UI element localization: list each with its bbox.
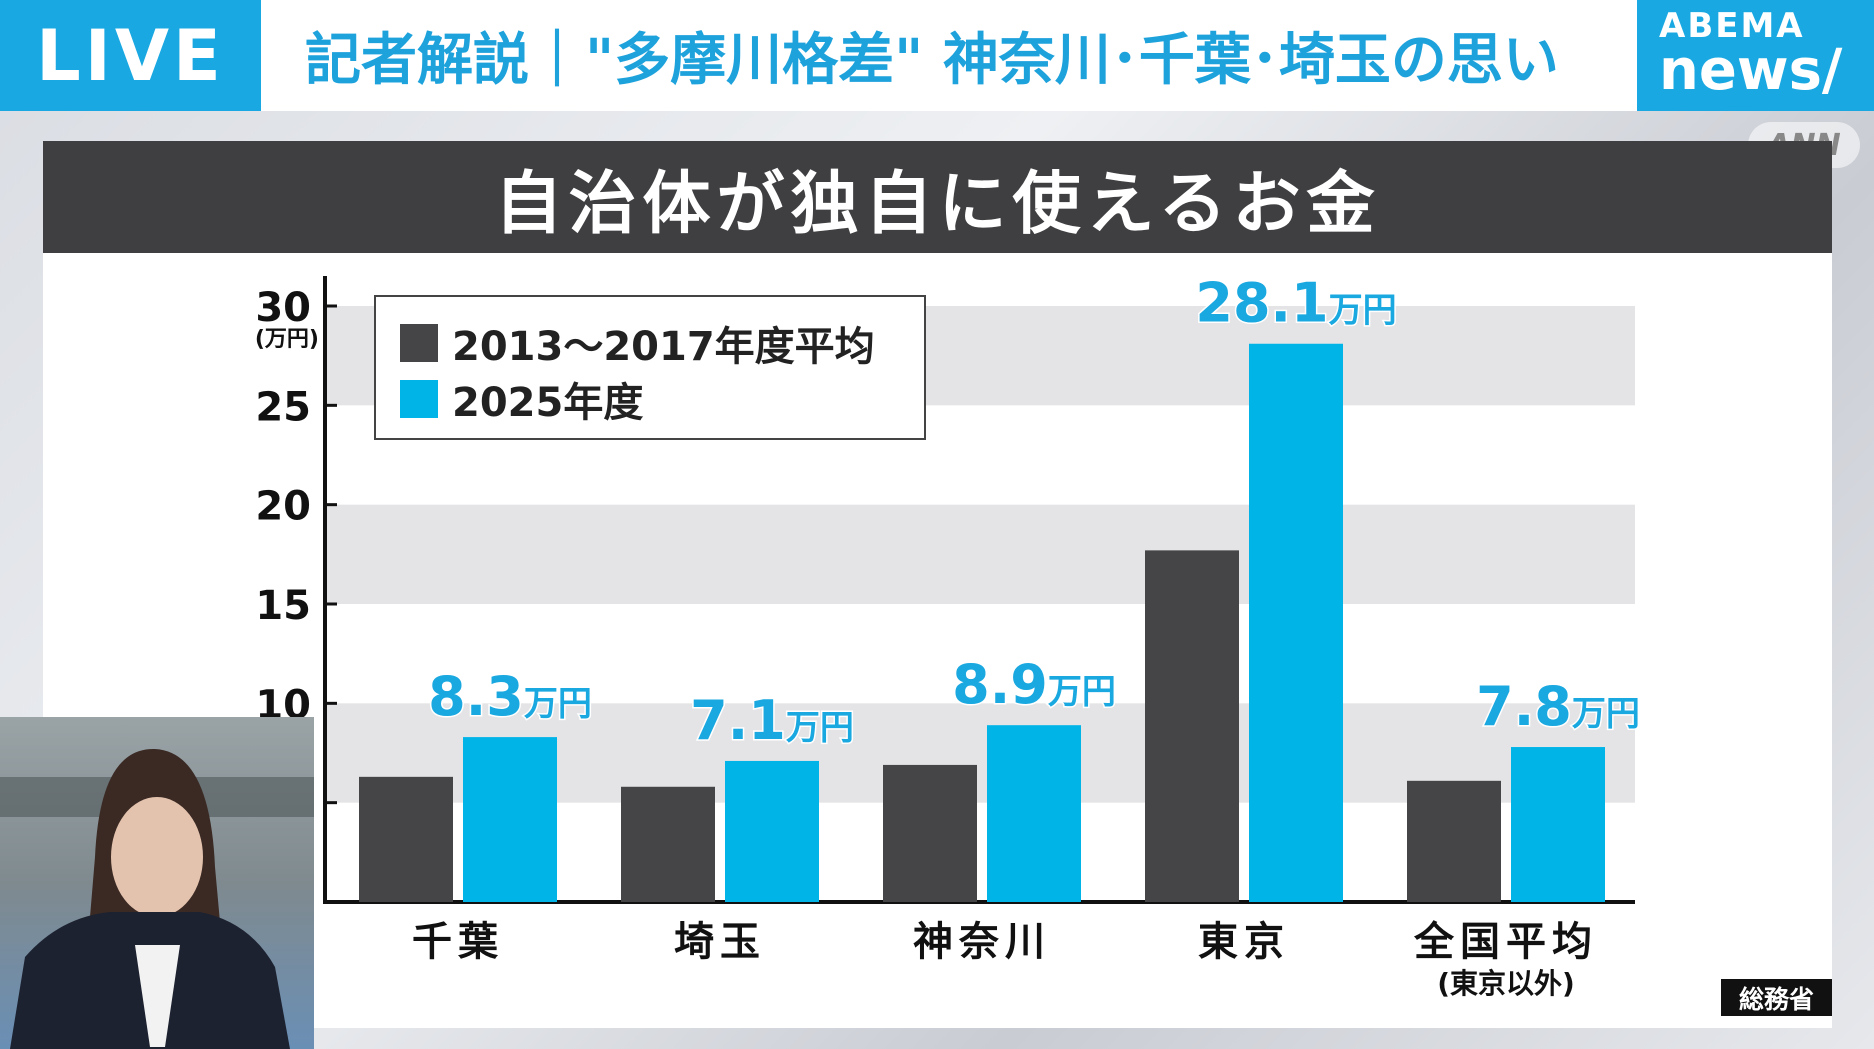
data-label-value: 8.3 [428, 665, 524, 728]
bar-2025 [1511, 747, 1605, 902]
data-label: 7.8万円 [1476, 675, 1640, 738]
legend-swatch [400, 324, 438, 362]
bar-2025 [987, 725, 1081, 902]
source-label: 総務省 [1721, 979, 1832, 1016]
grid-band [325, 504, 1635, 604]
legend-swatch [400, 380, 438, 418]
chart-title: 自治体が独自に使えるお金 [43, 141, 1832, 253]
bar-2013-2017 [359, 776, 453, 902]
data-label-unit: 万円 [524, 684, 592, 724]
legend: 2013～2017年度平均 2025年度 [374, 295, 926, 440]
data-label-unit: 万円 [1329, 291, 1397, 331]
data-label: 7.1万円 [690, 689, 854, 752]
presenter-video-inset [0, 717, 314, 1049]
bar-2013-2017 [883, 764, 977, 902]
headline: 記者解説｜"多摩川格差" 神奈川･千葉･埼玉の思い [305, 28, 1559, 93]
data-label-value: 8.9 [952, 653, 1048, 716]
y-tick-label: 20 [255, 484, 311, 530]
y-tick-label: 25 [255, 384, 311, 430]
data-label: 8.3万円 [428, 665, 592, 728]
bar-2013-2017 [1145, 550, 1239, 902]
category-label: 東京 [1198, 919, 1290, 965]
data-label-unit: 万円 [1572, 694, 1640, 734]
abema-news-logo: ABEMA news/ [1637, 0, 1874, 111]
bar-2013-2017 [1407, 780, 1501, 902]
logo-line2: news/ [1659, 38, 1843, 103]
bar-2025 [1249, 343, 1343, 902]
data-label-value: 7.1 [690, 689, 786, 752]
category-label: 千葉 [412, 919, 504, 965]
bar-2025 [725, 760, 819, 902]
live-badge: LIVE [0, 0, 261, 111]
data-label: 8.9万円 [952, 653, 1116, 716]
logo-line1: ABEMA [1659, 6, 1805, 46]
data-label-value: 28.1 [1195, 272, 1328, 335]
top-bar: LIVE 記者解説｜"多摩川格差" 神奈川･千葉･埼玉の思い ABEMA new… [0, 0, 1874, 111]
y-unit-label: (万円) [255, 327, 319, 352]
y-tick-label: 30 [255, 285, 311, 331]
data-label: 28.1万円 [1195, 272, 1396, 335]
legend-item: 2025年度 [400, 371, 900, 427]
y-tick-label: 15 [255, 583, 311, 629]
category-sublabel: (東京以外) [1437, 967, 1575, 1000]
data-label-unit: 万円 [786, 708, 854, 748]
category-label: 神奈川 [913, 919, 1051, 965]
data-label-value: 7.8 [1476, 675, 1572, 738]
category-label: 埼玉 [674, 919, 766, 965]
bar-2013-2017 [621, 786, 715, 902]
legend-label: 2013～2017年度平均 [452, 324, 875, 370]
category-label: 全国平均 [1413, 919, 1598, 965]
legend-item: 2013～2017年度平均 [400, 315, 900, 371]
legend-label: 2025年度 [452, 380, 644, 426]
bar-2025 [463, 737, 557, 902]
data-label-unit: 万円 [1048, 672, 1116, 712]
